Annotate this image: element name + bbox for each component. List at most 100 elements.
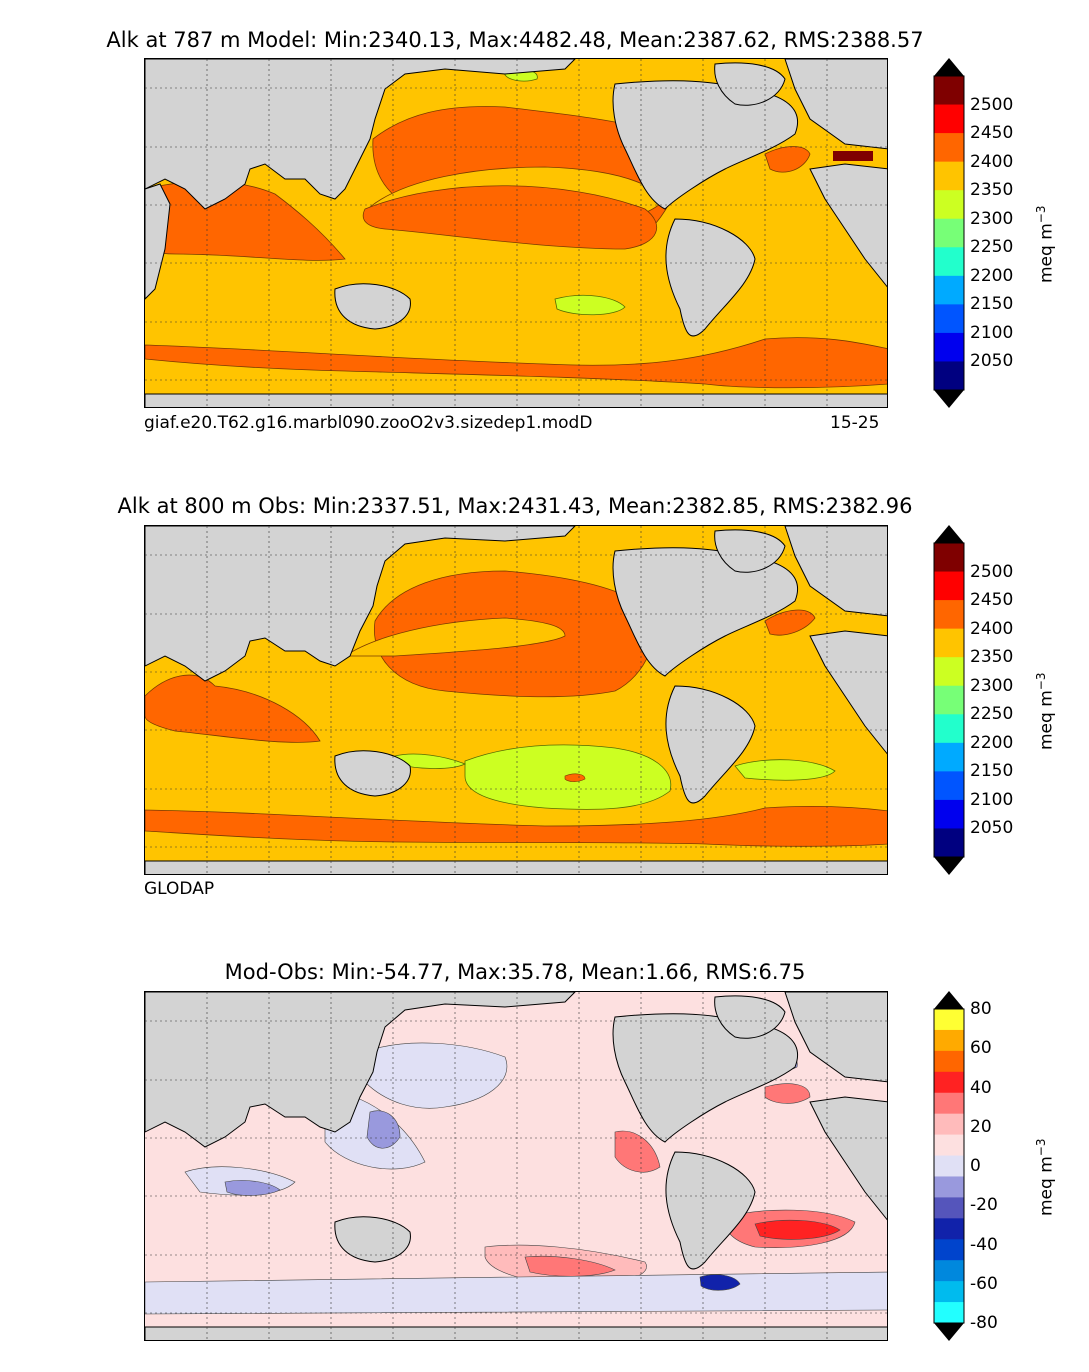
south-atlantic-low xyxy=(734,759,836,781)
colorbar-tick-label: 2450 xyxy=(970,123,1014,144)
obs-map xyxy=(144,525,888,875)
colorbar-tick-label: 2200 xyxy=(970,265,1014,286)
colorbar-tick-label: 2400 xyxy=(970,618,1014,639)
colorbar-arrow-top xyxy=(934,991,964,1009)
mediterranean-max xyxy=(833,151,873,161)
colorbar-arrow-bottom xyxy=(934,1323,964,1341)
antarctica-land xyxy=(145,860,887,874)
colorbar-swatch xyxy=(934,1134,964,1157)
colorbar-swatch xyxy=(934,133,964,163)
antarctica-land xyxy=(145,1326,887,1340)
colorbar-swatch xyxy=(934,1239,964,1261)
mediterranean-high xyxy=(764,146,811,173)
colorbar-tick-label: 2150 xyxy=(970,294,1014,315)
colorbar-unit-label: meq m−3 xyxy=(1034,206,1057,283)
obs-caption-source: GLODAP xyxy=(144,879,215,899)
colorbar-arrow-top xyxy=(934,58,964,76)
diff-colorbar: 80 60 40 20 0 -20 -40 -60 -80 meq m−3 xyxy=(933,991,1057,1341)
colorbar-swatch xyxy=(934,1092,964,1115)
colorbar-swatch xyxy=(934,1176,964,1198)
colorbar-swatch xyxy=(934,1029,964,1052)
colorbar-tick-label: 2500 xyxy=(970,561,1014,582)
colorbar-swatch xyxy=(934,1113,964,1136)
europe-land xyxy=(784,526,887,617)
colorbar-tick-label: 2100 xyxy=(970,322,1014,343)
colorbar-tick-label: 2150 xyxy=(970,761,1014,782)
colorbar-tick-label: -60 xyxy=(970,1273,998,1294)
model-map xyxy=(144,58,888,408)
europe-land xyxy=(784,992,887,1083)
colorbar-swatch xyxy=(934,799,964,829)
colorbar-arrow-bottom xyxy=(934,390,964,408)
colorbar-swatch xyxy=(934,1218,964,1240)
colorbar-tick-label: 2300 xyxy=(970,208,1014,229)
colorbar-swatch xyxy=(934,218,964,248)
colorbar-tick-label: 40 xyxy=(970,1077,992,1098)
africa-east-land xyxy=(809,163,887,288)
colorbar-tick-label: 2400 xyxy=(970,151,1014,172)
obs-colorbar: 2500 2450 2400 2350 2300 2250 2200 2150 2100 2050… xyxy=(933,525,1057,875)
southern-ocean-band xyxy=(145,805,887,847)
colorbar-swatch xyxy=(934,657,964,687)
colorbar-svg xyxy=(933,525,965,875)
colorbar-tick-label: 2050 xyxy=(970,351,1014,372)
colorbar-swatch xyxy=(934,1260,964,1282)
colorbar-swatch xyxy=(934,76,964,106)
colorbar-swatch xyxy=(934,104,964,134)
colorbar-arrow-bottom xyxy=(934,857,964,875)
north-pacific-negative xyxy=(364,1042,508,1109)
southern-ocean-band xyxy=(145,337,887,389)
colorbar-swatch xyxy=(934,685,964,715)
colorbar-tick-label: 80 xyxy=(970,999,992,1019)
colorbar-swatch xyxy=(934,275,964,305)
south-pacific-orange-spot xyxy=(564,773,586,782)
colorbar-tick-label: 2250 xyxy=(970,704,1014,725)
colorbar-tick-label: 60 xyxy=(970,1038,992,1059)
colorbar-swatch xyxy=(934,190,964,220)
africa-east-land xyxy=(809,630,887,755)
colorbar-swatch xyxy=(934,1197,964,1219)
colorbar-tick-label: -20 xyxy=(970,1195,998,1216)
drake-negative-core xyxy=(699,1274,741,1291)
colorbar-swatch xyxy=(934,1155,964,1177)
colorbar-swatch xyxy=(934,304,964,334)
europe-land xyxy=(784,59,887,150)
colorbar-tick-label: 2050 xyxy=(970,818,1014,839)
colorbar-swatch xyxy=(934,332,964,362)
indian-ocean-negative-core xyxy=(224,1180,281,1196)
colorbar-tick-label: 2100 xyxy=(970,789,1014,810)
colorbar-swatch xyxy=(934,361,964,391)
colorbar-tick-label: 2250 xyxy=(970,237,1014,258)
colorbar-swatch xyxy=(934,1071,964,1094)
south-pacific-positive-core xyxy=(524,1255,616,1277)
colorbar-swatch xyxy=(934,571,964,601)
colorbar-swatch xyxy=(934,1302,964,1324)
colorbar-unit-base: meq m xyxy=(1036,690,1057,750)
australia-land xyxy=(334,750,411,797)
colorbar-swatch xyxy=(934,771,964,801)
colorbar-unit-exponent: −3 xyxy=(1034,1138,1048,1157)
kuroshio-negative xyxy=(366,1110,401,1149)
north-atlantic-high xyxy=(764,609,816,636)
model-caption-years: 15-25 xyxy=(830,413,880,433)
model-panel-title: Alk at 787 m Model: Min:2340.13, Max:448… xyxy=(106,28,924,52)
diff-map xyxy=(144,991,888,1341)
colorbar-tick-label: 2350 xyxy=(970,180,1014,201)
australia-land xyxy=(334,283,411,330)
colorbar-swatch xyxy=(934,543,964,573)
greenland-land xyxy=(714,995,786,1039)
gulf-stream-positive xyxy=(764,1083,811,1104)
south-atlantic-positive-core xyxy=(754,1219,841,1240)
colorbar-swatch xyxy=(934,628,964,658)
colorbar-tick-label: 0 xyxy=(970,1156,981,1176)
africa-east-land xyxy=(809,1096,887,1221)
greenland-land xyxy=(714,62,786,106)
colorbar-tick-label: 2450 xyxy=(970,590,1014,611)
colorbar-unit-exponent: −3 xyxy=(1034,672,1048,691)
antarctica-land xyxy=(145,393,887,407)
africa-land xyxy=(145,183,171,300)
colorbar-svg xyxy=(933,58,965,408)
tropical-pacific-high xyxy=(362,185,657,250)
colorbar-swatch xyxy=(934,1009,964,1031)
greenland-land xyxy=(714,529,786,573)
